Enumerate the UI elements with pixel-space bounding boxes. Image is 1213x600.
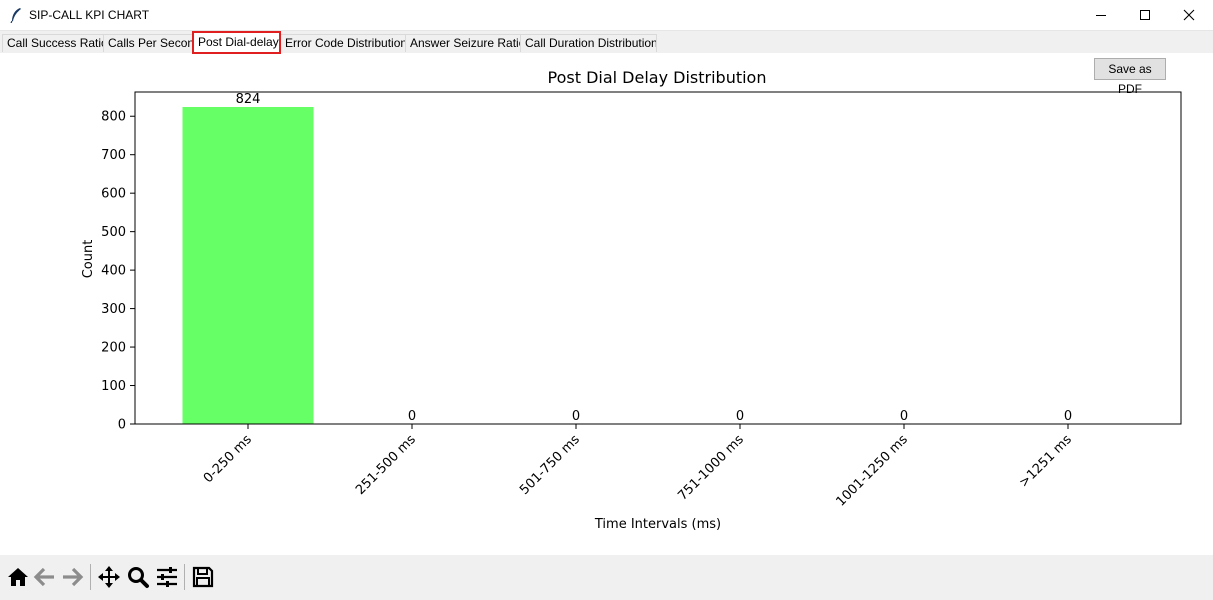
y-tick-label: 600 <box>101 187 126 202</box>
tab-call-success-ratio[interactable]: Call Success Ratio <box>2 34 104 52</box>
bar-value-label: 0 <box>1064 409 1072 424</box>
y-tick-label: 0 <box>118 418 126 433</box>
tab-call-duration-distribution[interactable]: Call Duration Distribution <box>520 34 657 52</box>
navigation-toolbar <box>0 555 1213 600</box>
y-tick-label: 300 <box>101 302 126 317</box>
y-tick-label: 100 <box>101 379 126 394</box>
y-tick-label: 800 <box>101 110 126 125</box>
y-axis-label: Count <box>81 240 96 279</box>
bar <box>182 107 314 424</box>
close-icon <box>1183 9 1195 21</box>
close-button[interactable] <box>1166 0 1212 30</box>
toolbar-separator <box>184 564 185 590</box>
title-bar: SIP-CALL KPI CHART <box>0 0 1213 31</box>
y-tick-label: 500 <box>101 225 126 240</box>
x-tick-label: 751-1000 ms <box>675 432 747 504</box>
zoom-icon[interactable] <box>126 565 150 589</box>
x-axis-label: Time Intervals (ms) <box>594 517 721 532</box>
pan-icon[interactable] <box>97 565 121 589</box>
x-tick-label: 501-750 ms <box>517 432 583 498</box>
tab-bar: Call Success Ratio Calls Per Second Post… <box>0 31 1213 54</box>
maximize-icon <box>1140 10 1150 20</box>
forward-arrow-icon[interactable] <box>60 565 84 589</box>
bar-value-label: 0 <box>408 409 416 424</box>
tab-answer-seizure-ratio[interactable]: Answer Seizure Ratio <box>405 34 521 52</box>
tab-post-dial-delay[interactable]: Post Dial-delay <box>192 31 281 54</box>
x-tick-label: 251-500 ms <box>353 432 419 498</box>
chart-title: Post Dial Delay Distribution <box>548 68 767 87</box>
x-tick-label: 1001-1250 ms <box>833 432 911 510</box>
feather-icon <box>10 8 21 23</box>
home-icon[interactable] <box>6 565 30 589</box>
maximize-button[interactable] <box>1122 0 1168 30</box>
save-as-pdf-button[interactable]: Save as PDF <box>1094 58 1166 96</box>
plot-frame <box>134 91 1182 425</box>
bar-chart: Post Dial Delay Distribution 824 0 0 0 0 0 0 1… <box>81 68 1182 532</box>
toolbar-separator <box>90 564 91 590</box>
minimize-icon <box>1096 15 1106 16</box>
bar-value-label: 0 <box>736 409 744 424</box>
y-tick-label: 400 <box>101 264 126 279</box>
back-arrow-icon[interactable] <box>33 565 57 589</box>
y-tick-label: 700 <box>101 148 126 163</box>
y-tick-label: 200 <box>101 341 126 356</box>
configure-subplots-icon[interactable] <box>155 565 179 589</box>
save-icon[interactable] <box>191 565 215 589</box>
minimize-button[interactable] <box>1078 0 1124 30</box>
bar-value-label: 0 <box>900 409 908 424</box>
tab-calls-per-second[interactable]: Calls Per Second <box>103 34 193 52</box>
bar-value-label: 0 <box>572 409 580 424</box>
x-tick-label: >1251 ms <box>1016 432 1075 491</box>
bar-value-label: 824 <box>236 92 261 107</box>
x-tick-label: 0-250 ms <box>201 432 255 486</box>
window-title: SIP-CALL KPI CHART <box>29 8 150 22</box>
